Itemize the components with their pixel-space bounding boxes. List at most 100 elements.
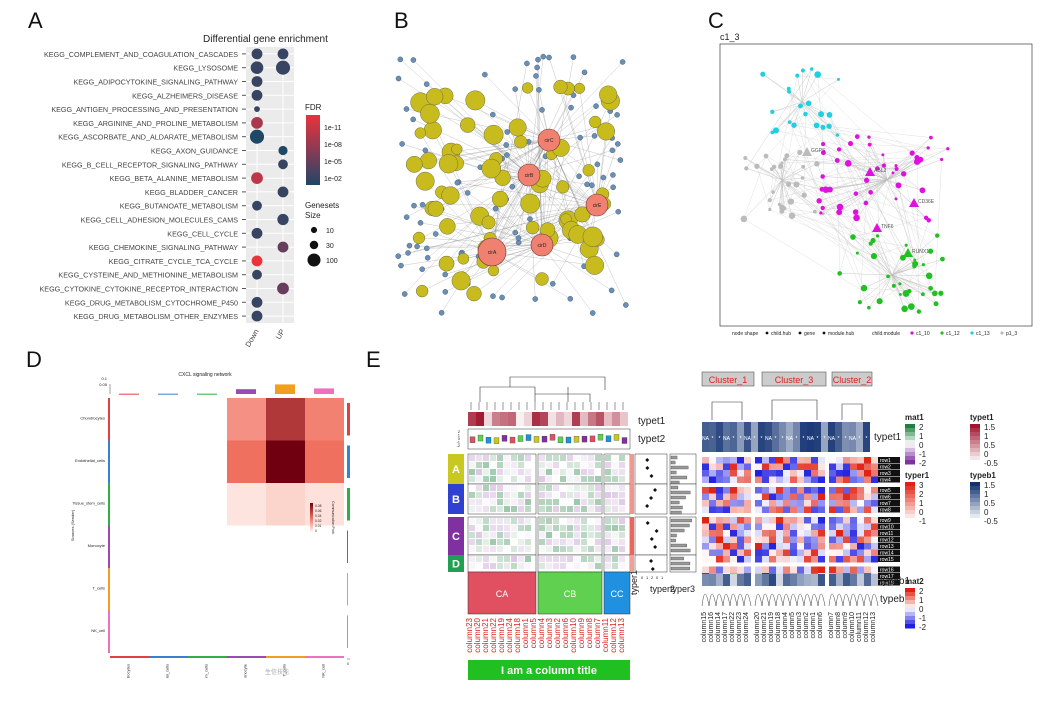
chart-c-legend-module-label: p1_3	[1006, 331, 1017, 337]
chart-c-node	[913, 258, 917, 262]
chart-e-right-cell	[804, 500, 811, 507]
chart-e-legend-swatch	[905, 506, 915, 511]
chart-e-legend-swatch	[970, 424, 980, 429]
chart-e-right-row-label: row9	[880, 518, 891, 524]
chart-e-row-group-block	[448, 555, 464, 572]
chart-c-edge	[839, 179, 888, 213]
chart-c-edge	[822, 163, 849, 177]
chart-c-edge	[788, 91, 867, 204]
chart-e-right-cell	[829, 543, 836, 550]
chart-e-left-cell	[612, 506, 618, 512]
chart-c-node	[900, 171, 907, 177]
chart-c-edge	[891, 266, 915, 276]
chart-e-right-cell	[769, 493, 776, 500]
chart-b-leaf-node	[591, 133, 598, 139]
chart-e-left-cell	[483, 556, 489, 562]
chart-e-typer3-bar	[670, 523, 690, 528]
chart-c-node	[921, 292, 925, 297]
chart-e-right-cell	[818, 566, 825, 573]
chart-b-mid-node	[556, 180, 570, 194]
chart-e-left-cell	[483, 485, 489, 491]
chart-b-leaf-node	[584, 181, 590, 188]
chart-e-right-cell	[723, 517, 730, 524]
chart-e-col-group-block	[467, 571, 537, 615]
chart-e-left-cell	[483, 469, 489, 475]
chart-e-col-group-block	[603, 571, 631, 615]
chart-e-typeb1-cell	[730, 574, 737, 586]
chart-e-boxplot-box	[517, 435, 524, 442]
chart-e-right-col-label: column17	[722, 612, 729, 642]
chart-e-left-cell	[511, 532, 517, 538]
chart-d-top-tick: 0.05	[99, 382, 108, 387]
chart-e-right-cell	[702, 556, 709, 563]
chart-e-left-cell	[518, 476, 524, 482]
chart-d-cell	[266, 610, 305, 653]
chart-e-typer3-bar	[670, 505, 683, 510]
chart-e-right-cell	[769, 463, 776, 470]
chart-e-typer3-bar	[670, 485, 679, 490]
chart-c-node	[805, 100, 812, 107]
chart-e-right-cell	[723, 457, 730, 464]
chart-e-right-cell	[871, 530, 878, 537]
chart-e-na-mark: NA	[807, 436, 815, 442]
chart-e-right-cell	[783, 470, 790, 477]
chart-e-left-cell	[476, 462, 482, 468]
chart-e-typer2-point	[654, 529, 659, 533]
chart-b-edge	[413, 59, 530, 176]
chart-e-legend-swatch	[905, 448, 915, 453]
chart-e-left-cell	[497, 546, 503, 552]
chart-e-right-cell	[762, 543, 769, 550]
chart-e-boxplot-box	[493, 437, 500, 444]
chart-e-left-cell	[581, 455, 587, 461]
chart-c-edge	[886, 152, 913, 181]
chart-a-point	[277, 48, 289, 60]
chart-e-right-cell	[843, 463, 850, 470]
chart-e-right-cell	[818, 506, 825, 513]
chart-e-right-cell	[762, 536, 769, 543]
chart-e-typeb2-density	[715, 593, 724, 607]
chart-e-legend-swatch	[970, 490, 980, 495]
chart-e-right-col-label: column7	[828, 612, 835, 639]
chart-e-right-cell	[804, 536, 811, 543]
chart-e-left-cell	[595, 455, 601, 461]
chart-c-edge	[817, 74, 824, 145]
chart-e-right-cell	[744, 517, 751, 524]
chart-e-legend-tick: -0.5	[984, 517, 998, 526]
chart-e-right-cell	[797, 463, 804, 470]
chart-e-left-cell	[518, 506, 524, 512]
chart-e-right-typet1-cell	[751, 422, 758, 452]
chart-e-right-cell	[857, 530, 864, 537]
chart-b-leaf-node	[589, 310, 596, 316]
chart-e-left-cell	[511, 525, 517, 531]
chart-c-edge	[781, 166, 804, 181]
chart-e-typeb2-density	[736, 593, 745, 607]
chart-e-right-cell	[843, 476, 850, 483]
chart-c-node	[867, 142, 872, 147]
chart-c-edge	[886, 165, 897, 181]
chart-e-left-cell	[605, 476, 611, 482]
chart-c-hub-marker	[909, 198, 919, 207]
chart-e-right-cell	[737, 517, 744, 524]
chart-e-right-cell	[702, 493, 709, 500]
chart-e-right-cell	[818, 457, 825, 464]
chart-d-cell	[266, 525, 305, 568]
chart-e-left-cell	[504, 476, 510, 482]
chart-e-typer2-point	[650, 567, 655, 571]
chart-e-right-cell	[864, 493, 871, 500]
chart-c-edge	[891, 258, 943, 276]
chart-e-right-cell	[790, 470, 797, 477]
chart-d-col-color	[227, 656, 266, 658]
chart-e-typer2-point	[645, 504, 650, 508]
chart-e-left-col-label: column13	[617, 617, 626, 652]
chart-e-right-col-label: column3	[796, 612, 803, 639]
chart-b-mid-node	[483, 124, 504, 145]
chart-e-right-cell	[843, 523, 850, 530]
chart-e-left-col-label: column22	[489, 617, 498, 652]
chart-b-mid-node	[481, 215, 496, 230]
chart-b-leaf-node	[540, 53, 547, 60]
chart-e-legend-swatch	[905, 510, 915, 515]
chart-e-right-cell	[857, 500, 864, 507]
chart-e-typeb1-cell	[843, 574, 850, 586]
chart-b-mid-node	[582, 226, 603, 247]
chart-e-typeb1-cell	[790, 574, 797, 586]
